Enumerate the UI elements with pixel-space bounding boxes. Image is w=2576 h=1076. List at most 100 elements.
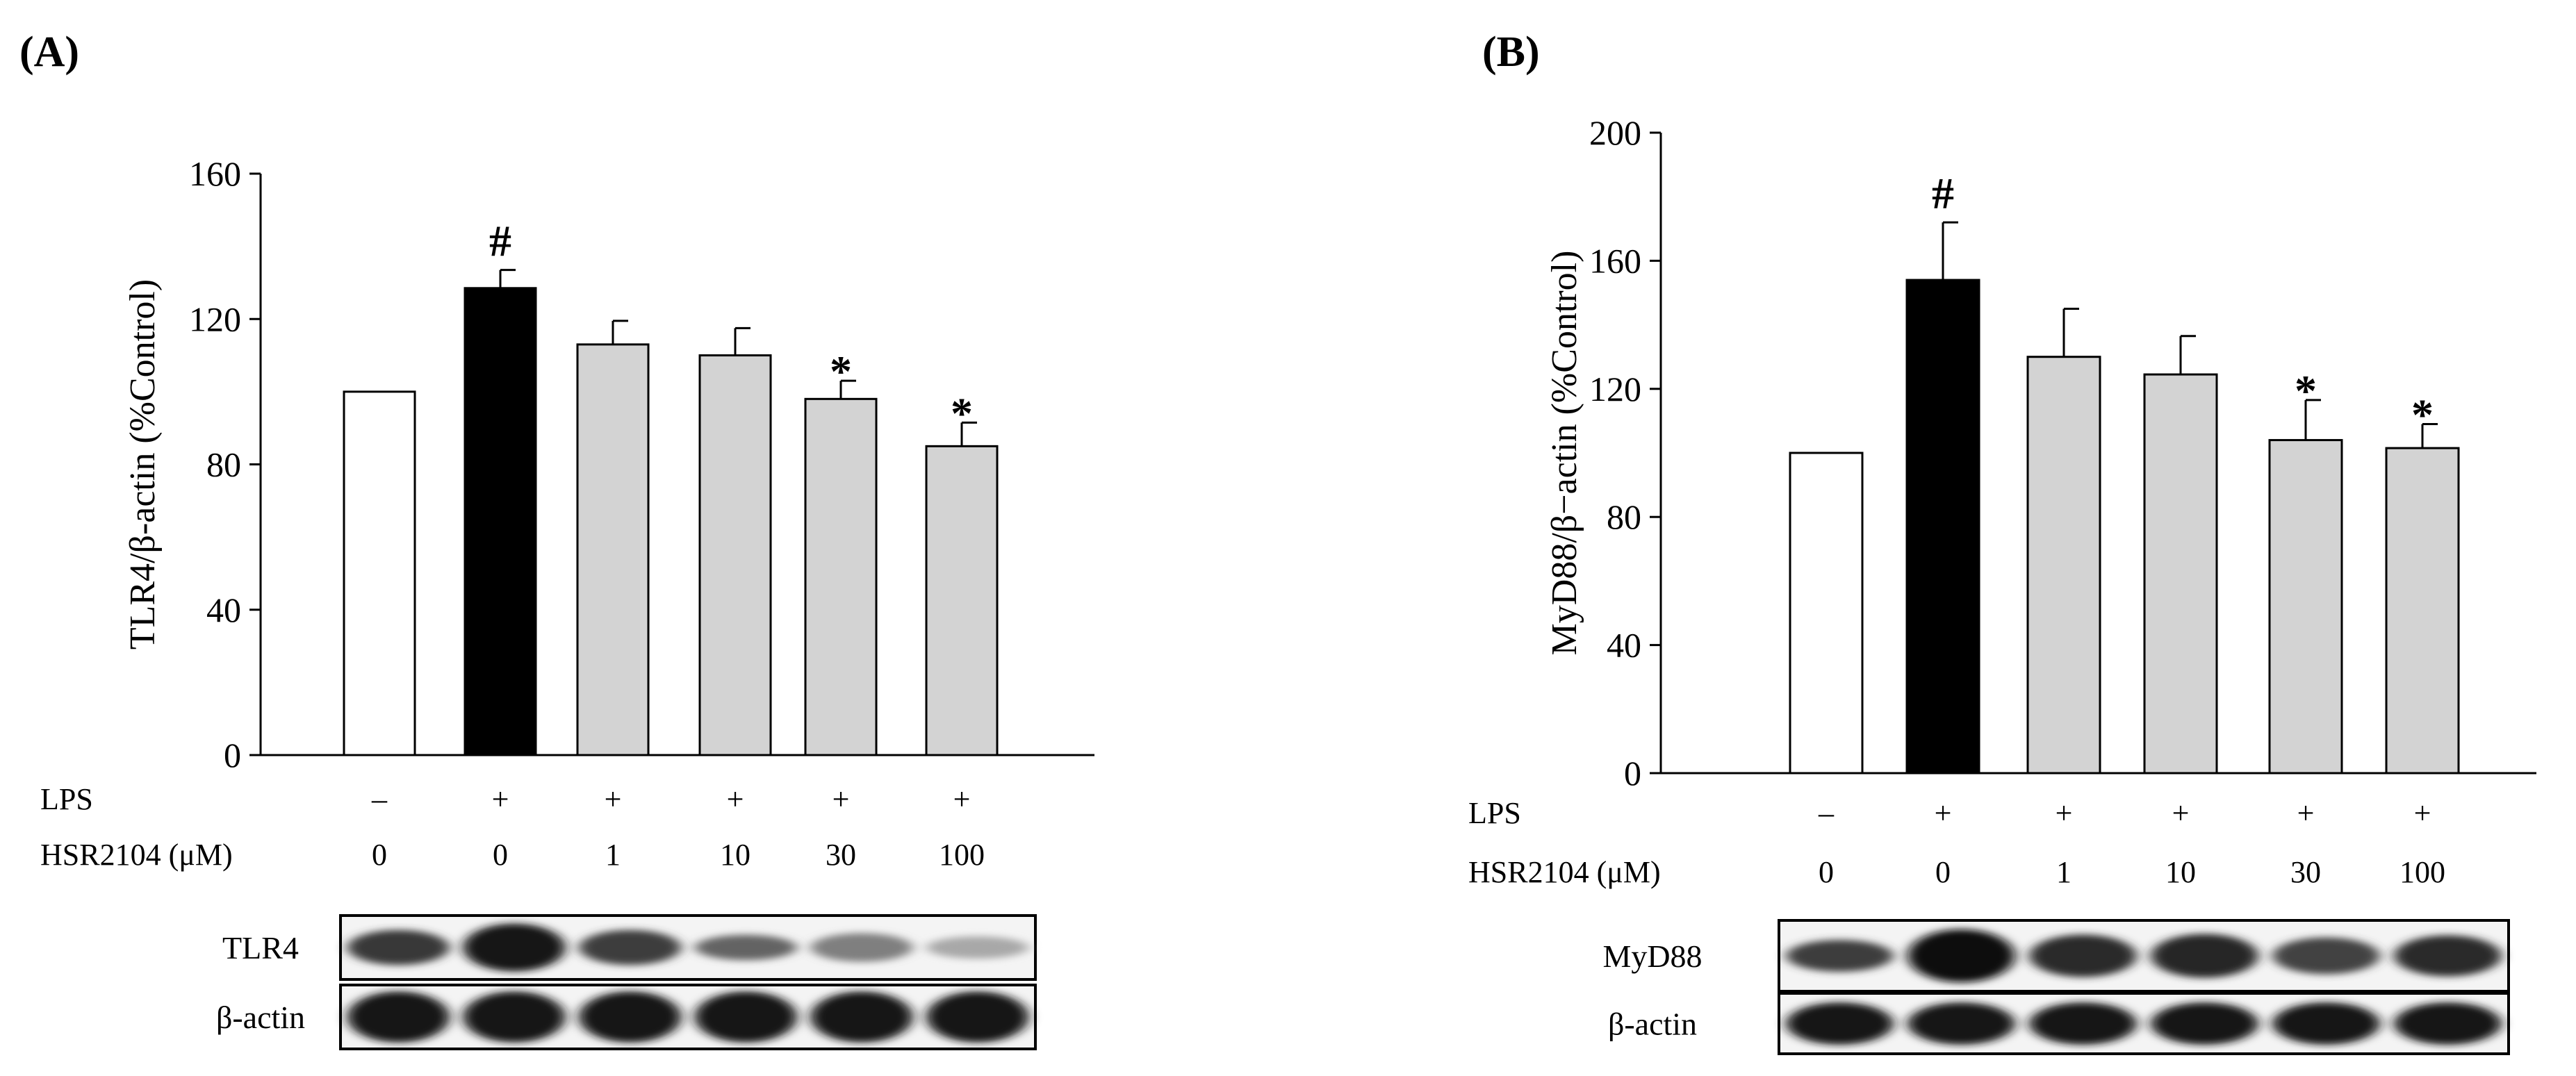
significance-marker-1: # [1932, 169, 1954, 218]
significance-marker-4: * [830, 347, 852, 396]
lps-value-2: + [2056, 796, 2073, 830]
dose-value-2: 1 [2056, 855, 2072, 889]
blot-band-3 [695, 934, 797, 961]
y-axis-title: MyD88/β−actin (%Control) [1545, 251, 1584, 656]
dose-value-2: 1 [605, 838, 621, 872]
lps-value-0: – [1818, 796, 1835, 830]
significance-marker-5: * [2411, 390, 2434, 440]
lps-value-5: + [2414, 796, 2431, 830]
dose-value-1: 0 [493, 838, 508, 872]
blot-band-0 [1786, 1002, 1894, 1045]
y-tick-label: 0 [1624, 754, 1641, 793]
blot-band-4 [810, 933, 913, 962]
bar-3 [698, 354, 772, 756]
blot-row-1 [339, 984, 1037, 1050]
blot-band-3 [695, 991, 797, 1043]
dose-row-label: HSR2104 (μM) [1468, 855, 1661, 889]
lps-value-0: – [371, 782, 388, 816]
blot-band-0 [347, 929, 450, 966]
dose-value-5: 100 [939, 838, 985, 872]
lps-value-3: + [2172, 796, 2190, 830]
panel-label: (B) [1482, 28, 1540, 76]
significance-marker-5: * [951, 388, 973, 438]
bar-5 [925, 445, 999, 756]
dose-value-0: 0 [1819, 855, 1834, 889]
y-tick-label: 160 [1589, 241, 1641, 280]
blot-band-2 [579, 929, 682, 966]
bar-4 [804, 397, 878, 756]
bar-5 [2385, 447, 2460, 775]
blot-band-1 [463, 923, 566, 972]
panel-label: (A) [19, 28, 79, 76]
lps-value-4: + [2297, 796, 2315, 830]
blot-frame [1778, 992, 2510, 1055]
dose-row-label: HSR2104 (μM) [40, 838, 233, 872]
blot-frame [1778, 919, 2510, 993]
bar-2 [2026, 356, 2101, 775]
y-tick-label: 40 [206, 590, 241, 629]
blot-row-1 [1778, 992, 2510, 1055]
significance-marker-1: # [489, 217, 511, 266]
y-tick-label: 0 [224, 736, 241, 775]
blot-label-0: MyD88 [1602, 938, 1702, 974]
panel-b: (B) 0 40 80 120 160 200 MyD88/β−actin (%Control… [1468, 28, 2536, 1055]
y-tick-label: 120 [189, 299, 241, 338]
lps-value-1: + [1935, 796, 1952, 830]
blot-band-1 [1908, 929, 2015, 983]
lps-value-3: + [727, 782, 744, 816]
blot-band-1 [1908, 1002, 2015, 1045]
y-tick-label: 160 [189, 154, 241, 193]
bar-1 [1905, 279, 1980, 775]
blot-frame [339, 914, 1037, 981]
y-tick-label: 120 [1589, 370, 1641, 408]
bar-0 [343, 390, 416, 756]
lps-row-label: LPS [40, 782, 93, 816]
dose-value-0: 0 [372, 838, 387, 872]
dose-value-1: 0 [1935, 855, 1951, 889]
blot-label-1: β-actin [1608, 1007, 1697, 1042]
lps-value-5: + [953, 782, 971, 816]
blot-band-0 [347, 991, 450, 1043]
blot-band-1 [463, 991, 566, 1043]
y-tick-label: 80 [1607, 497, 1641, 536]
blot-band-0 [1786, 940, 1894, 972]
dose-value-3: 10 [720, 838, 750, 872]
panel-a: (A) 0 40 80 120 160 TLR4/β-actin (%Control) # * *… [19, 28, 1094, 1050]
blot-band-3 [2151, 934, 2258, 978]
blot-band-3 [2151, 1002, 2258, 1045]
blot-band-5 [926, 991, 1028, 1043]
blot-label-1: β-actin [216, 1000, 305, 1035]
y-axis-title: TLR4/β-actin (%Control) [123, 279, 163, 649]
blot-label-0: TLR4 [222, 930, 299, 966]
significance-marker-4: * [2295, 366, 2317, 415]
blot-band-2 [2029, 934, 2137, 977]
dose-value-4: 30 [2290, 855, 2321, 889]
y-tick-label: 80 [206, 445, 241, 484]
blot-band-5 [2394, 1002, 2502, 1045]
blot-band-4 [2272, 1002, 2380, 1045]
blot-band-5 [926, 936, 1028, 959]
bar-3 [2143, 373, 2218, 775]
lps-row-label: LPS [1468, 796, 1521, 830]
lps-value-4: + [832, 782, 850, 816]
dose-value-4: 30 [826, 838, 856, 872]
y-tick-label: 40 [1607, 626, 1641, 665]
blot-frame [339, 984, 1037, 1050]
blot-band-2 [2029, 1002, 2137, 1045]
blot-row-0 [339, 914, 1037, 981]
bar-1 [463, 287, 537, 756]
y-tick-label: 200 [1589, 113, 1641, 152]
blot-row-0 [1778, 919, 2510, 993]
bar-2 [576, 343, 650, 756]
bar-4 [2268, 439, 2343, 775]
blot-band-4 [810, 991, 913, 1043]
blot-band-2 [579, 991, 682, 1043]
dose-value-5: 100 [2399, 855, 2445, 889]
bar-0 [1789, 452, 1864, 775]
lps-value-1: + [492, 782, 509, 816]
lps-value-2: + [605, 782, 622, 816]
dose-value-3: 10 [2165, 855, 2196, 889]
blot-band-4 [2272, 937, 2380, 975]
blot-band-5 [2394, 935, 2502, 977]
